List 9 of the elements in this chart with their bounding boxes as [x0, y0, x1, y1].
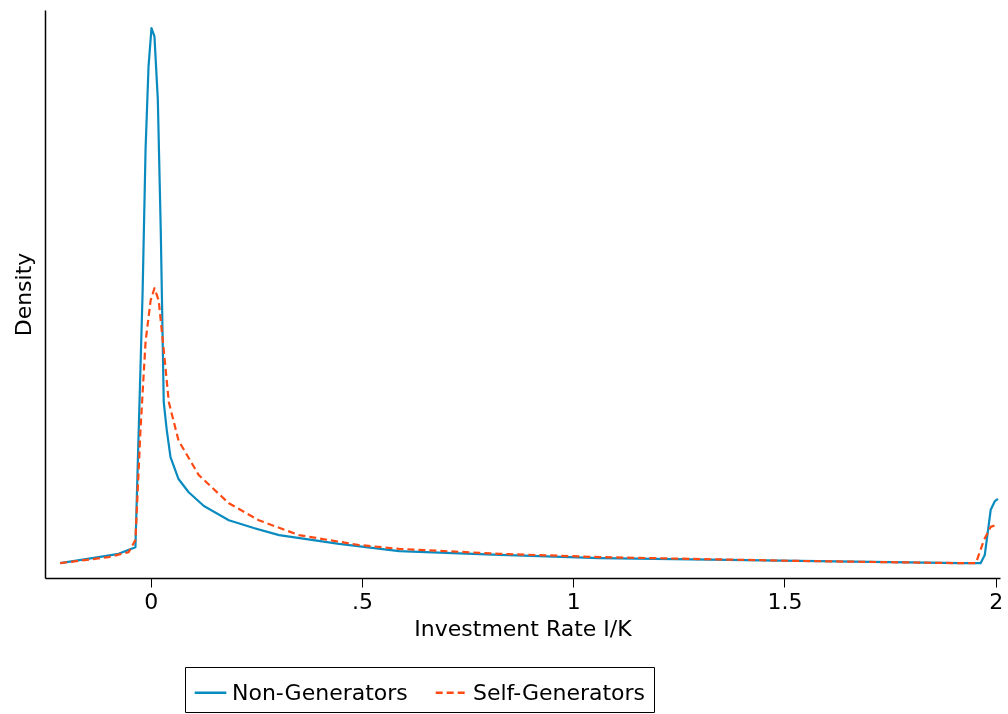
x-tick-label: 0	[144, 588, 159, 614]
x-tick-label: 2	[989, 588, 1004, 614]
x-axis-title: Investment Rate I/K	[414, 615, 633, 641]
x-tick-label: 1.5	[767, 588, 803, 614]
x-tick-label: 1	[566, 588, 581, 614]
legend-label: Non-Generators	[232, 679, 408, 705]
y-axis-title: Density	[10, 252, 36, 337]
legend-label: Self-Generators	[473, 679, 646, 705]
x-tick-label: .5	[351, 588, 373, 614]
